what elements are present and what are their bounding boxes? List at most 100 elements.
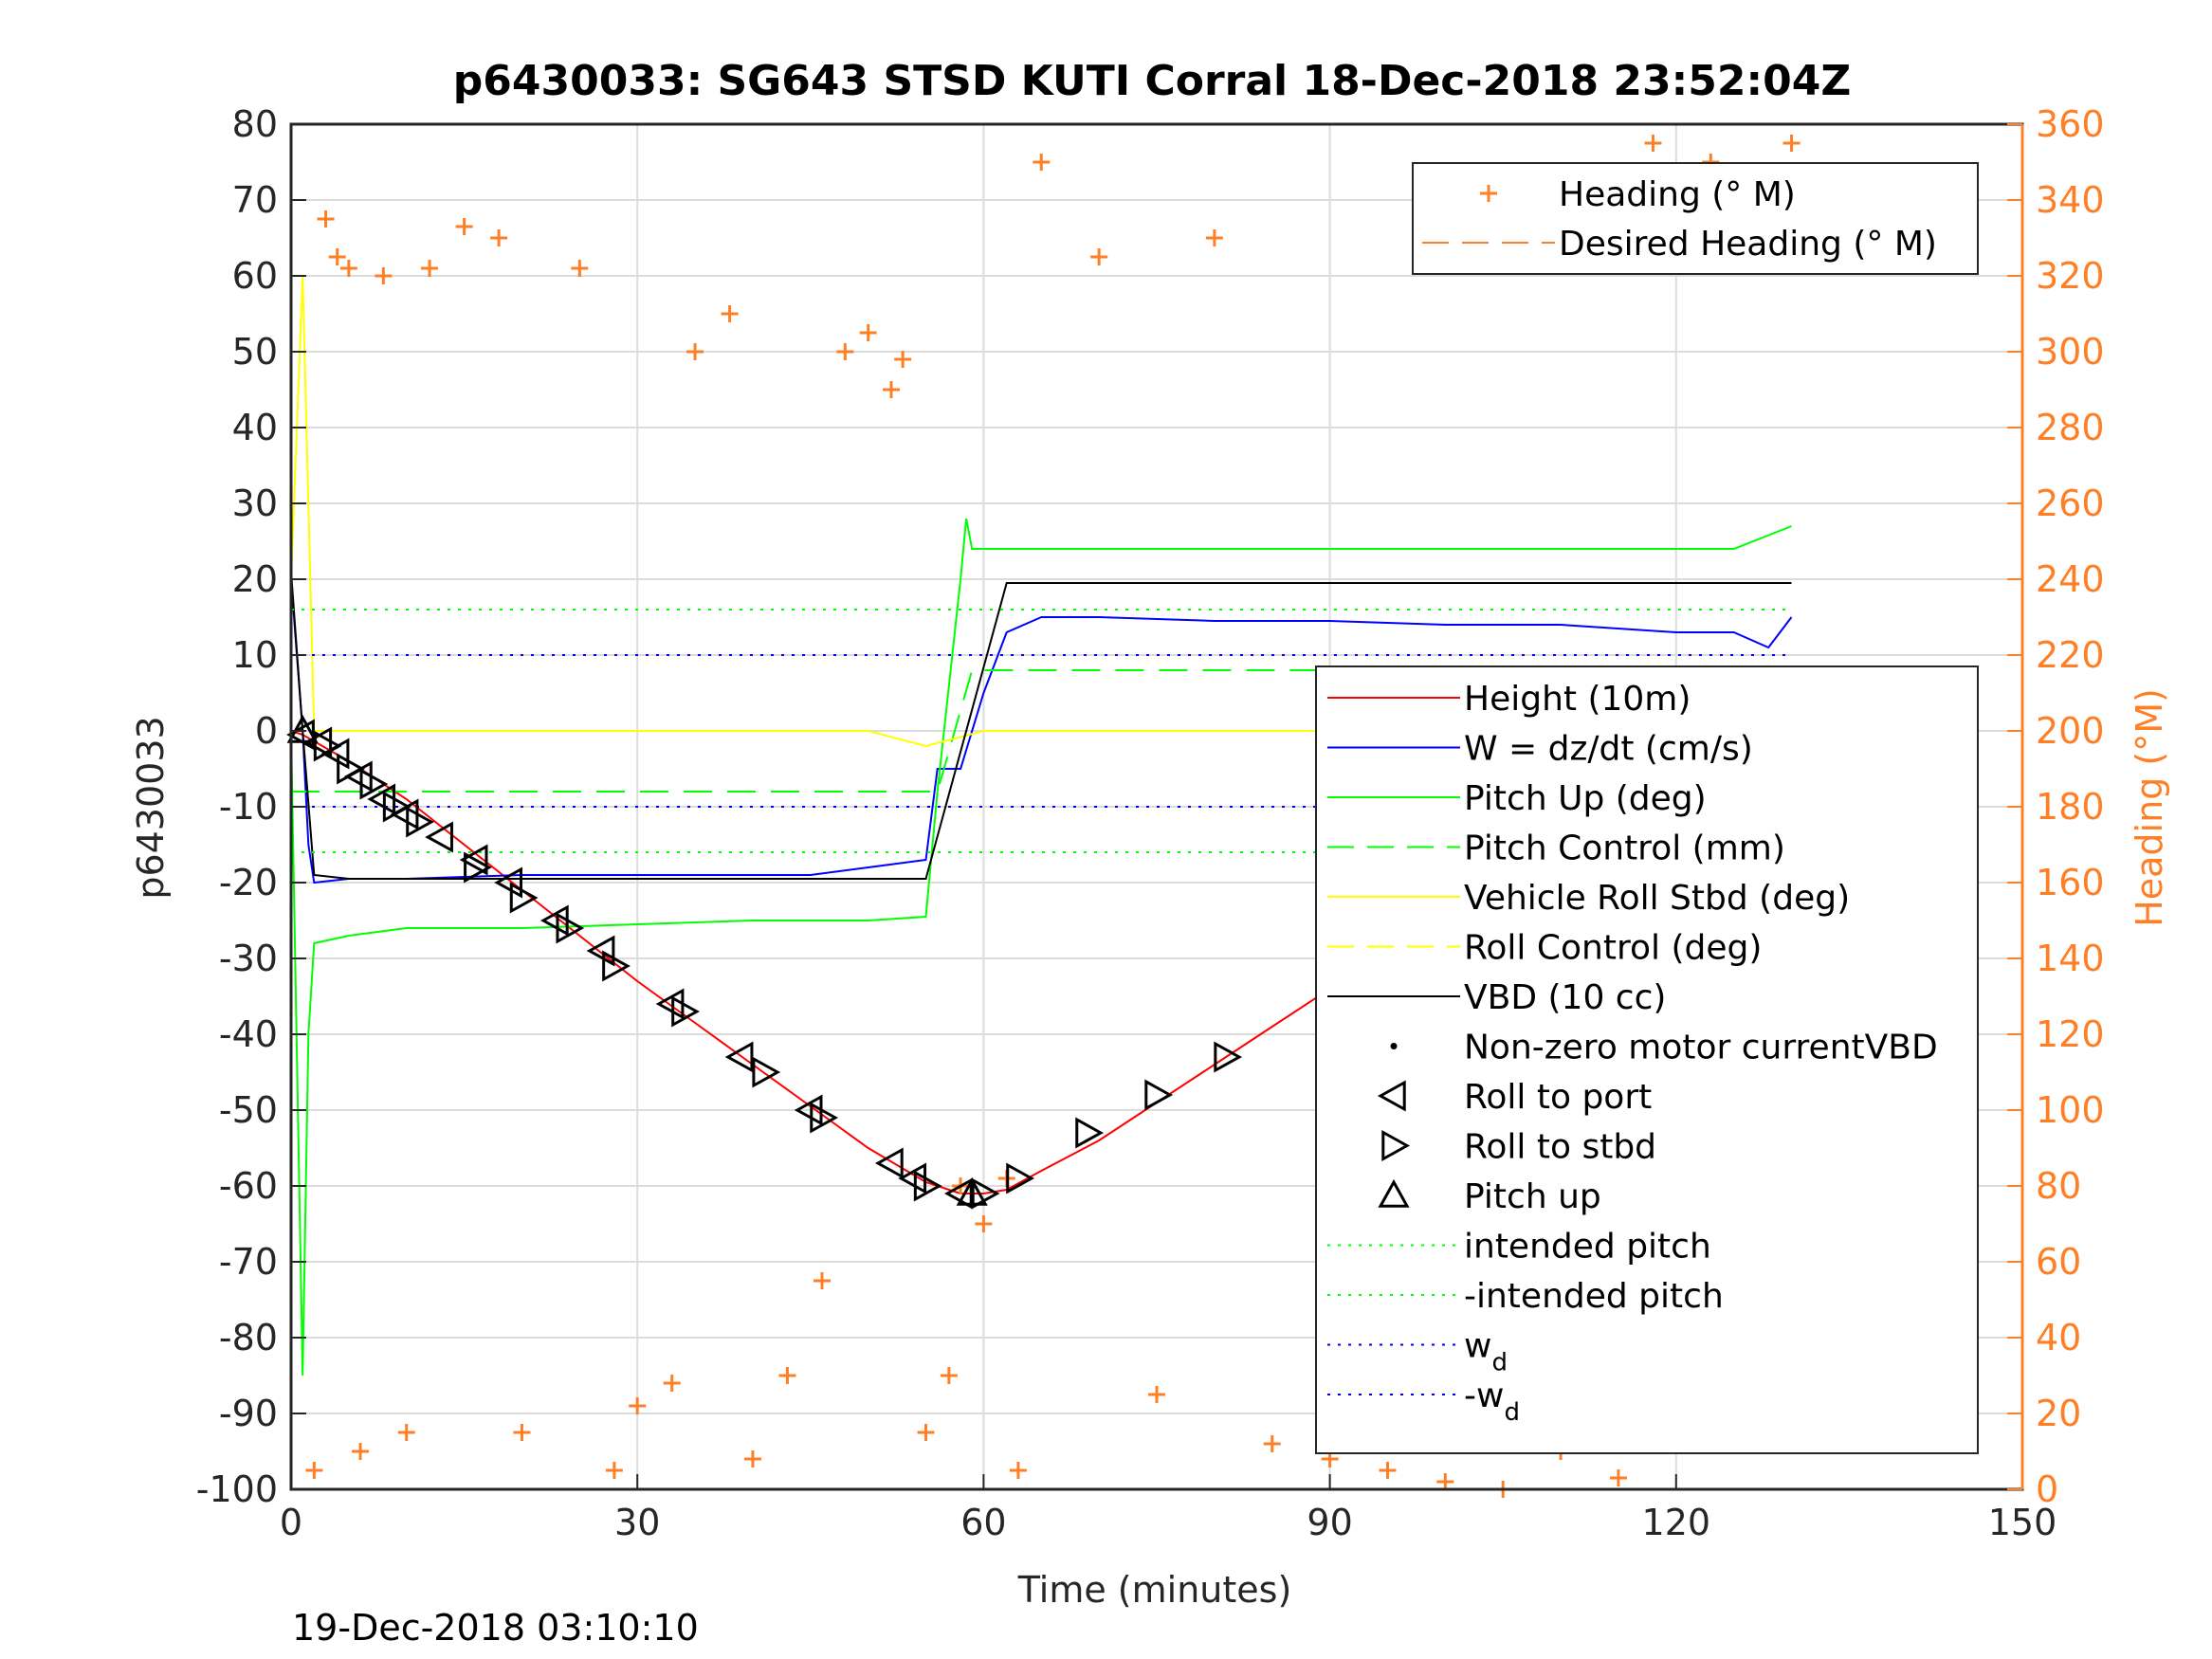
y2-tick-label: 220 (2036, 634, 2105, 676)
roll-to-stbd-marker (509, 882, 539, 914)
heading-point (1436, 1473, 1454, 1490)
y2-tick-label: 120 (2036, 1013, 2105, 1055)
y-tick-label: 80 (232, 103, 278, 145)
legend-label: intended pitch (1464, 1228, 1711, 1267)
legend-label: Pitch up (1464, 1177, 1601, 1216)
x-tick-label: 90 (1307, 1502, 1352, 1543)
y-tick-label: -30 (219, 938, 278, 979)
y-tick-label: -80 (219, 1317, 278, 1358)
roll-to-port-marker (459, 844, 488, 876)
x-tick-label: 60 (960, 1502, 1006, 1543)
roll-to-stbd-marker (313, 730, 342, 762)
y-tick-label: -90 (219, 1393, 278, 1434)
y2-tick-label: 160 (2036, 862, 2105, 903)
legend-label: Height (10m) (1464, 680, 1691, 719)
heading-point (1379, 1462, 1397, 1479)
y2-tick-label: 100 (2036, 1089, 2105, 1131)
y-tick-label: -10 (219, 786, 278, 828)
footer-timestamp: 19-Dec-2018 03:10:10 (292, 1607, 699, 1649)
roll-to-port-marker (655, 988, 685, 1020)
roll-to-port-marker (724, 1041, 754, 1073)
heading-point (940, 1367, 958, 1384)
heading-point (686, 343, 704, 360)
roll-to-stbd-marker (382, 791, 411, 823)
legend-symbol (1377, 1080, 1406, 1112)
roll-to-stbd-marker (1075, 1117, 1105, 1149)
y2-axis-label: Heading (°M) (2129, 688, 2170, 927)
x-tick-label: 30 (614, 1502, 660, 1543)
heading-point (1090, 248, 1108, 265)
roll-to-stbd-marker (337, 753, 365, 785)
y-tick-label: 30 (232, 483, 278, 524)
heading-point (339, 260, 357, 277)
legend-label: Roll to port (1464, 1078, 1652, 1117)
y2-tick-label: 200 (2036, 710, 2105, 752)
legend-label: W = dz/dt (cm/s) (1464, 730, 1753, 769)
y2-tick-label: 280 (2036, 407, 2105, 448)
legend-symbol (1390, 1043, 1398, 1049)
x-tick-label: 150 (1988, 1502, 2057, 1543)
legend-label: Heading (° M) (1559, 175, 1796, 214)
pitch-up-marker (956, 1176, 988, 1206)
heading-point (375, 267, 393, 284)
heading-point (455, 218, 473, 235)
roll-to-stbd-marker (1214, 1041, 1243, 1073)
heading-point (894, 351, 912, 368)
legend-top: Heading (° M) Desired Heading (° M) (1412, 162, 1979, 275)
legend-label: Vehicle Roll Stbd (deg) (1464, 879, 1850, 918)
y-tick-label: 50 (232, 331, 278, 373)
y-tick-label: -70 (219, 1241, 278, 1283)
heading-point (421, 260, 439, 277)
roll-to-stbd-marker (556, 912, 585, 944)
legend-plus (1480, 185, 1497, 202)
y2-tick-label: 300 (2036, 331, 2105, 373)
heading-point (917, 1424, 935, 1441)
heading-point (721, 305, 739, 322)
heading-point (571, 260, 589, 277)
y2-tick-label: 20 (2036, 1393, 2081, 1434)
heading-point (778, 1367, 796, 1384)
heading-point (1609, 1469, 1627, 1486)
y-tick-label: 0 (255, 710, 278, 752)
heading-point (859, 324, 877, 341)
pitch-up-marker (286, 714, 319, 743)
y-tick-label: -20 (219, 862, 278, 903)
y-tick-label: -40 (219, 1013, 278, 1055)
legend-symbol (1381, 1129, 1411, 1162)
heading-point (490, 229, 508, 246)
y-axis-label: p6430033 (130, 716, 172, 899)
roll-to-stbd-marker (1144, 1079, 1174, 1111)
legend-label: VBD (10 cc) (1464, 978, 1666, 1017)
heading-point (513, 1424, 531, 1441)
roll-to-stbd-marker (406, 806, 434, 838)
roll-to-stbd-marker (913, 1170, 942, 1202)
y-tick-label: 40 (232, 407, 278, 448)
series-vbd-10-cc (290, 571, 1792, 880)
roll-to-port-marker (425, 821, 453, 853)
heading-point (1644, 135, 1662, 152)
heading-point (663, 1375, 681, 1392)
y-ticks: 80 70 60 50 40 30 20 10 0 -10 -20 -30 -40 -50 -60 -70 -8… (196, 103, 306, 1510)
y2-tick-label: 80 (2036, 1165, 2081, 1207)
legend-label: Desired Heading (° M) (1559, 225, 1937, 264)
legend-symbol (1480, 185, 1497, 202)
heading-point (1263, 1435, 1281, 1452)
y2-tick-label: 260 (2036, 483, 2105, 524)
legend-label: Non-zero motor currentVBD (1464, 1029, 1938, 1067)
legend-label: Pitch Control (mm) (1464, 830, 1785, 868)
heading-point (328, 248, 346, 265)
heading-point (1033, 154, 1051, 171)
heading-point (1009, 1462, 1027, 1479)
roll-to-stbd-marker (810, 1102, 839, 1134)
heading-point (883, 381, 901, 398)
x-ticks: 0 30 60 90 120 150 (280, 1474, 2057, 1543)
heading-point (352, 1443, 370, 1460)
heading-point (1205, 229, 1223, 246)
heading-point (1148, 1386, 1165, 1403)
x-axis-label: Time (minutes) (1017, 1569, 1292, 1611)
roll-to-port-marker (586, 935, 615, 967)
heading-point (975, 1215, 993, 1232)
heading-point (605, 1462, 623, 1479)
y-tick-label: 70 (232, 179, 278, 221)
y2-tick-label: 40 (2036, 1317, 2081, 1358)
